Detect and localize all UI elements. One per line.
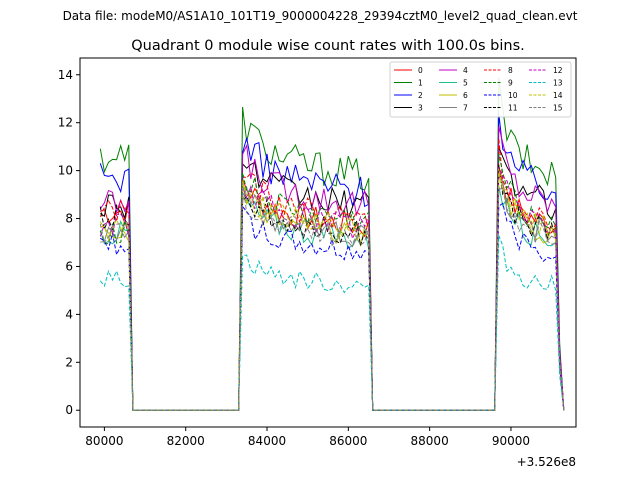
x-tick-label: 82000 (167, 434, 205, 448)
legend-label-4: 4 (463, 66, 468, 75)
legend-label-2: 2 (418, 91, 423, 100)
x-tick-label: 84000 (248, 434, 286, 448)
series-layer (99, 77, 565, 411)
y-tick-label: 12 (58, 116, 73, 130)
y-tick-label: 8 (65, 212, 73, 226)
legend-label-12: 12 (553, 66, 563, 75)
legend-label-5: 5 (463, 79, 468, 88)
legend-label-7: 7 (463, 104, 468, 113)
x-offset-label: +3.526e8 (517, 455, 576, 469)
series-line-13 (99, 235, 565, 411)
x-tick-label: 80000 (85, 434, 123, 448)
series-line-15 (99, 183, 565, 411)
legend-box (389, 61, 572, 118)
chart-title: Quadrant 0 module wise count rates with … (131, 38, 525, 54)
legend-label-10: 10 (508, 91, 518, 100)
legend-label-3: 3 (418, 104, 423, 113)
legend-label-9: 9 (508, 79, 513, 88)
x-tick-label: 88000 (411, 434, 449, 448)
y-tick-label: 2 (65, 355, 73, 369)
axis-layer: 80000 82000 84000 86000 88000 900000246810121… (58, 68, 530, 448)
y-tick-label: 10 (58, 164, 73, 178)
x-tick-label: 90000 (492, 434, 530, 448)
y-tick-label: 0 (65, 403, 73, 417)
legend-label-8: 8 (508, 66, 513, 75)
legend-label-1: 1 (418, 79, 423, 88)
y-tick-label: 14 (58, 68, 73, 82)
y-tick-label: 4 (65, 307, 73, 321)
legend-label-11: 11 (508, 104, 518, 113)
suptitle: Data file: modeM0/AS1A10_101T19_90000042… (63, 9, 578, 23)
plot-area (80, 58, 576, 427)
legend-label-14: 14 (553, 91, 563, 100)
legend-label-0: 0 (418, 66, 423, 75)
legend-label-13: 13 (553, 79, 563, 88)
x-tick-label: 86000 (329, 434, 367, 448)
y-tick-label: 6 (65, 259, 73, 273)
legend-label-15: 15 (553, 104, 563, 113)
plot-frame (79, 57, 577, 428)
legend-label-6: 6 (463, 91, 468, 100)
